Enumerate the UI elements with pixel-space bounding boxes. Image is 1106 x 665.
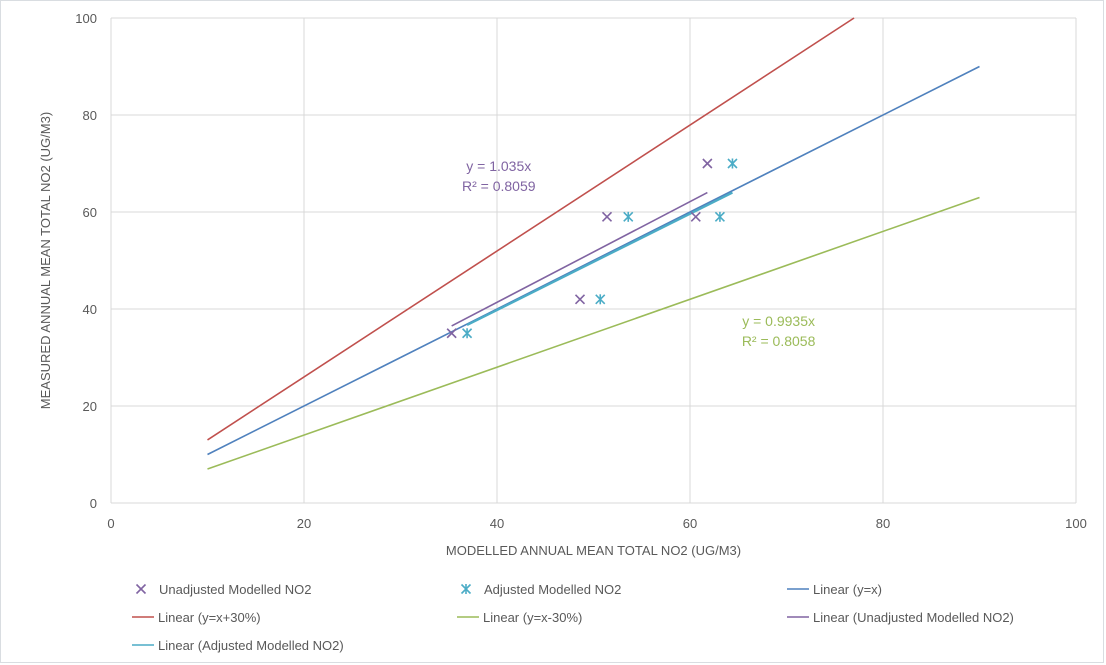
data-point — [446, 328, 457, 339]
y-tick-label: 40 — [83, 302, 97, 317]
data-points — [446, 158, 738, 339]
axes: 0 20 40 60 80 100 0 20 40 60 80 100 — [75, 11, 1087, 531]
legend-label: Linear (Unadjusted Modelled NO2) — [813, 610, 1014, 625]
legend-entry: Linear (Adjusted Modelled NO2) — [132, 638, 344, 653]
y-tick-label: 60 — [83, 205, 97, 220]
data-point — [623, 211, 634, 222]
legend-entry: Linear (y=x+30%) — [132, 610, 261, 625]
regression-label: y = 1.035x R² = 0.8059 — [462, 158, 536, 194]
legend-label: Linear (y=x+30%) — [158, 610, 261, 625]
legend-label: Linear (y=x-30%) — [483, 610, 582, 625]
data-point — [462, 328, 473, 339]
legend-label: Linear (y=x) — [813, 582, 882, 597]
y-tick-label: 0 — [90, 496, 97, 511]
x-tick-label: 60 — [683, 516, 697, 531]
legend-entry: Linear (y=x) — [787, 582, 882, 597]
y-tick-label: 100 — [75, 11, 97, 26]
legend-label: Adjusted Modelled NO2 — [484, 582, 621, 597]
series-line — [207, 17, 855, 441]
data-point — [595, 294, 606, 305]
legend: Unadjusted Modelled NO2 Adjusted Modelled… — [132, 582, 1014, 653]
series-line — [466, 191, 733, 326]
x-tick-label: 80 — [876, 516, 890, 531]
regression-label: y = 0.9935x R² = 0.8058 — [742, 313, 816, 349]
legend-marker — [135, 583, 147, 595]
legend-entry: Linear (y=x-30%) — [457, 610, 582, 625]
x-tick-label: 40 — [490, 516, 504, 531]
y-axis-title: MEASURED ANNUAL MEAN TOTAL NO2 (UG/M3) — [38, 112, 53, 409]
trend-lines — [207, 17, 980, 470]
data-point — [690, 211, 701, 222]
data-point — [601, 211, 613, 222]
regression-annotations: y = 1.035x R² = 0.8059 y = 0.9935x R² = 0.8… — [462, 158, 816, 349]
data-point — [702, 158, 713, 169]
x-tick-label: 20 — [297, 516, 311, 531]
legend-marker — [460, 583, 472, 595]
series-line — [451, 191, 708, 327]
series-line — [207, 196, 980, 470]
legend-label: Linear (Adjusted Modelled NO2) — [158, 638, 344, 653]
legend-entry: Linear (Unadjusted Modelled NO2) — [787, 610, 1014, 625]
y-tick-label: 80 — [83, 108, 97, 123]
x-axis-title: MODELLED ANNUAL MEAN TOTAL NO2 (UG/M3) — [446, 543, 741, 558]
y-tick-label: 20 — [83, 399, 97, 414]
x-tick-label: 100 — [1065, 516, 1087, 531]
series-line — [207, 65, 980, 456]
data-point — [727, 158, 738, 169]
x-tick-label: 0 — [107, 516, 114, 531]
grid — [110, 17, 1077, 504]
legend-label: Unadjusted Modelled NO2 — [159, 582, 311, 597]
legend-entry: Unadjusted Modelled NO2 — [135, 582, 311, 597]
data-point — [714, 211, 725, 222]
legend-entry: Adjusted Modelled NO2 — [460, 582, 621, 597]
data-point — [574, 294, 586, 305]
